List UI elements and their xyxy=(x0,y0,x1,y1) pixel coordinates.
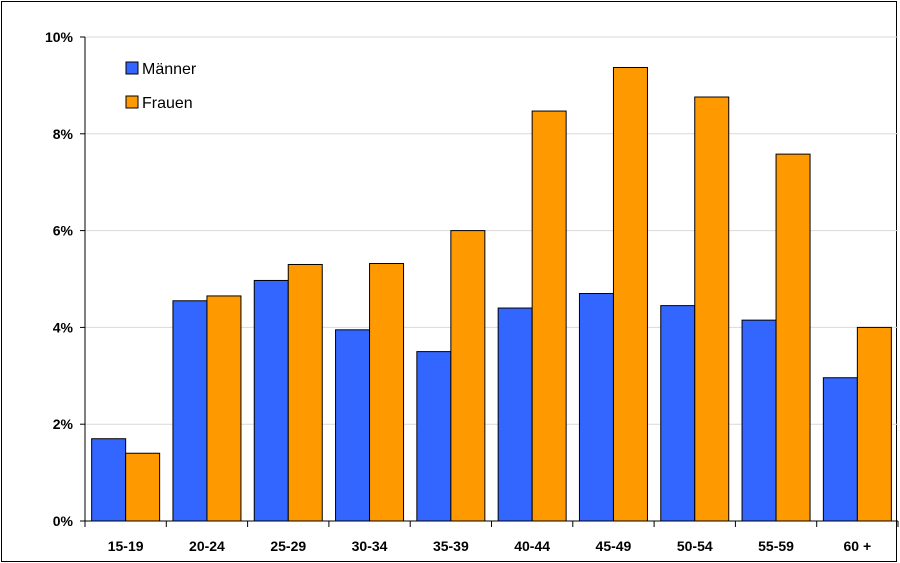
y-tick-label: 8% xyxy=(53,126,74,142)
y-tick-label: 4% xyxy=(53,319,74,335)
bar-maenner-35-39 xyxy=(416,351,452,522)
bar-frauen-15-19 xyxy=(125,452,161,522)
bar-frauen-35-39 xyxy=(450,230,486,522)
y-tick-label: 2% xyxy=(53,416,74,432)
x-tick-labels: 15-19 20-24 25-29 30-34 35-39 40-44 45-49 50-54… xyxy=(108,538,871,554)
bar-maenner-50-54 xyxy=(660,305,696,522)
legend-label-frauen: Frauen xyxy=(142,95,193,112)
bar-maenner-30-34 xyxy=(335,329,371,522)
bar-frauen-30-34 xyxy=(369,263,405,522)
x-tick-label: 55-59 xyxy=(758,538,794,554)
x-tick-label: 20-24 xyxy=(189,538,225,554)
bar-frauen-20-24 xyxy=(206,295,242,522)
bar-frauen-45-49 xyxy=(612,66,648,522)
bar-maenner-15-19 xyxy=(91,438,127,522)
bar-maenner-55-59 xyxy=(741,319,777,522)
y-tick-label: 0% xyxy=(53,513,74,529)
bar-maenner-20-24 xyxy=(172,300,208,522)
x-tick-label: 15-19 xyxy=(108,538,144,554)
bars xyxy=(91,66,892,522)
y-tick-label: 10% xyxy=(45,29,74,45)
x-tick-label: 45-49 xyxy=(596,538,632,554)
x-tick-label: 50-54 xyxy=(677,538,713,554)
bar-frauen-25-29 xyxy=(287,263,323,522)
bar-maenner-40-44 xyxy=(497,307,533,522)
legend-label-maenner: Männer xyxy=(142,61,197,78)
x-tick-label: 35-39 xyxy=(433,538,469,554)
bar-maenner-25-29 xyxy=(253,279,289,522)
x-tick-label: 30-34 xyxy=(352,538,388,554)
y-tick-labels: 0% 2% 4% 6% 8% 10% xyxy=(45,29,74,529)
bar-frauen-60 xyxy=(856,326,892,522)
bar-frauen-55-59 xyxy=(775,153,811,522)
legend: Männer Frauen xyxy=(125,61,197,112)
bar-frauen-50-54 xyxy=(694,96,730,522)
x-tick-label: 60 + xyxy=(844,538,872,554)
x-tick-label: 40-44 xyxy=(514,538,550,554)
bar-maenner-45-49 xyxy=(578,293,614,522)
x-tick-label: 25-29 xyxy=(270,538,306,554)
legend-swatch-frauen xyxy=(125,95,139,109)
legend-swatch-maenner xyxy=(125,61,139,75)
bar-frauen-40-44 xyxy=(531,110,567,522)
bar-maenner-60 xyxy=(822,377,858,522)
y-tick-label: 6% xyxy=(53,223,74,239)
